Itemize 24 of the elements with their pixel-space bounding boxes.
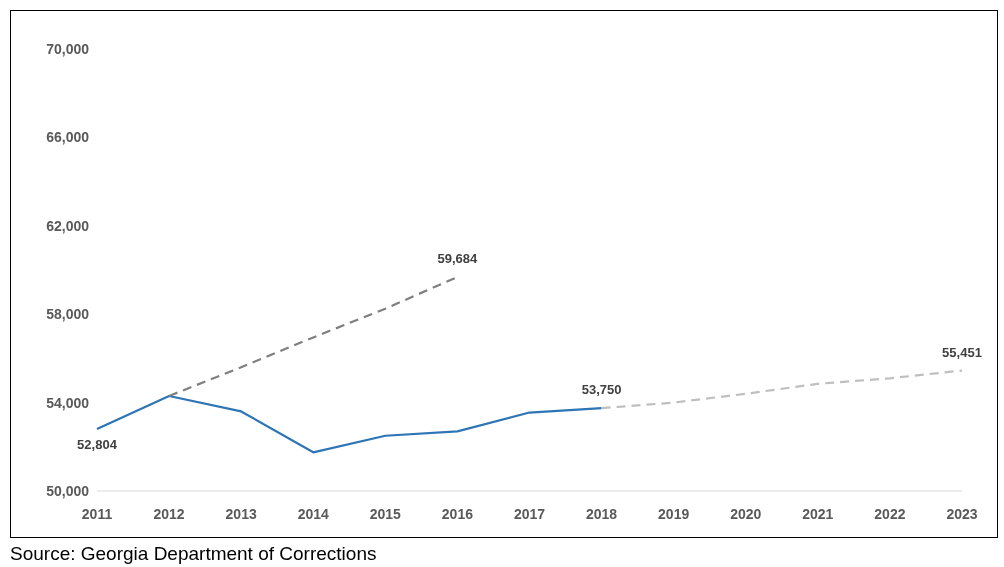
- x-tick-label: 2015: [369, 505, 402, 522]
- x-tick-label: 2017: [513, 505, 546, 522]
- x-tick-label: 2016: [441, 505, 474, 522]
- y-tick-label: 54,000: [46, 394, 90, 411]
- x-tick-label: 2011: [81, 505, 113, 522]
- x-tick-label: 2014: [297, 505, 330, 522]
- x-tick-label: 2013: [225, 505, 257, 522]
- data-label: 55,451: [942, 344, 982, 360]
- y-tick-label: 58,000: [46, 306, 90, 323]
- y-tick-label: 70,000: [46, 40, 90, 57]
- data-label: 59,684: [437, 250, 479, 266]
- x-tick-label: 2023: [946, 505, 978, 522]
- y-tick-label: 66,000: [46, 129, 90, 146]
- data-label: 52,804: [77, 437, 118, 453]
- x-tick-label: 2012: [153, 505, 185, 522]
- source-note: Source: Georgia Department of Corrections: [10, 543, 377, 565]
- x-tick-label: 2020: [730, 505, 762, 522]
- y-tick-label: 50,000: [46, 482, 90, 499]
- x-tick-label: 2019: [658, 505, 690, 522]
- y-tick-label: 62,000: [46, 217, 90, 234]
- data-label: 53,750: [581, 382, 622, 398]
- x-tick-label: 2021: [802, 505, 834, 522]
- x-tick-label: 2022: [874, 505, 906, 522]
- x-tick-label: 2018: [586, 505, 618, 522]
